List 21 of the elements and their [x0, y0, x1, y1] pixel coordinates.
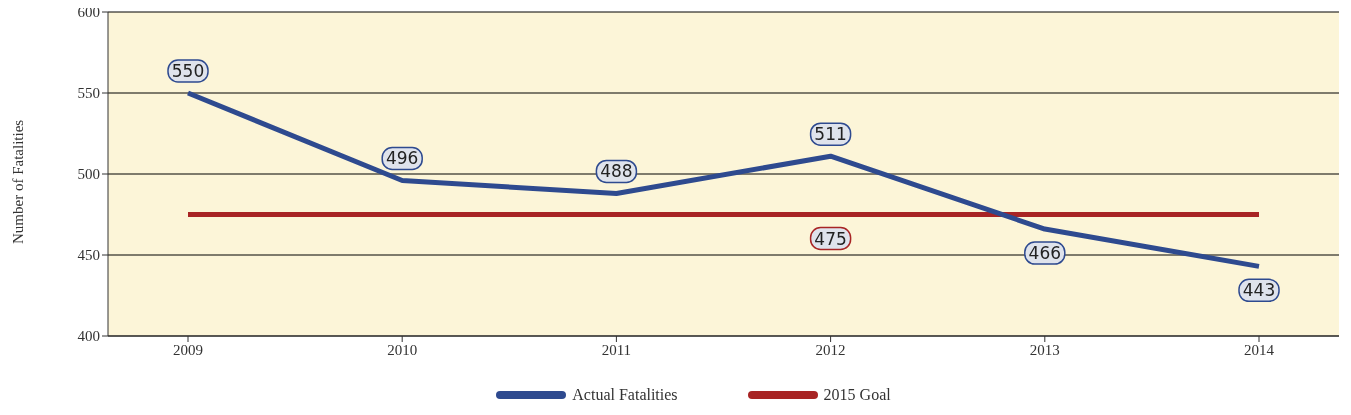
legend-label: 2015 Goal [823, 386, 891, 404]
data-label: 496 [385, 148, 419, 169]
y-axis-title: Number of Fatalities [10, 119, 27, 244]
x-tick-label: 2009 [173, 341, 203, 358]
x-tick-label: 2010 [387, 341, 418, 358]
x-tick-label: 2012 [815, 341, 846, 358]
x-tick-label: 2011 [601, 341, 632, 358]
y-tick-label: 600 [77, 4, 100, 21]
data-label: 488 [600, 161, 633, 182]
x-tick-label: 2013 [1029, 341, 1060, 358]
data-label: 550 [171, 61, 205, 81]
y-tick-label: 450 [77, 247, 100, 264]
y-tick-label: 500 [77, 166, 100, 183]
x-tick-label: 2014 [1244, 341, 1275, 358]
y-tick-label: 550 [77, 85, 100, 102]
data-label: 466 [1028, 243, 1062, 264]
data-label: 511 [814, 124, 847, 145]
y-tick-label: 400 [77, 328, 100, 345]
legend-label: Actual Fatalities [572, 386, 678, 404]
data-label: 443 [1242, 280, 1276, 301]
data-label: 475 [814, 228, 847, 249]
